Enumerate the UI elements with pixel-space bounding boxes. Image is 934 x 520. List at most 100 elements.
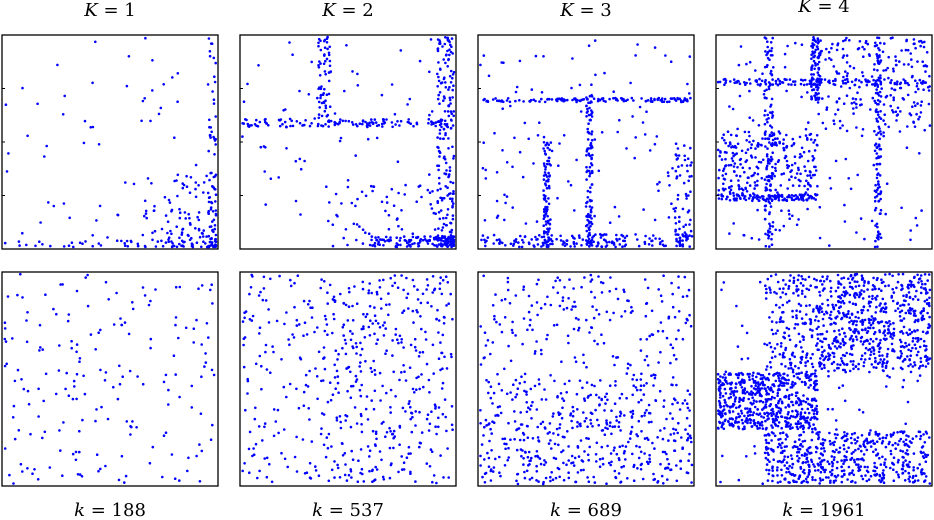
data-point <box>810 85 813 88</box>
data-point <box>671 417 674 420</box>
data-point <box>591 171 594 174</box>
data-point <box>390 432 394 436</box>
data-point <box>770 171 774 175</box>
data-point <box>578 379 582 383</box>
data-point <box>446 245 450 248</box>
data-point <box>581 238 585 241</box>
data-point <box>418 59 422 63</box>
data-point <box>324 104 328 107</box>
data-point <box>645 408 648 412</box>
data-point <box>191 245 195 249</box>
data-point <box>13 379 17 383</box>
data-point <box>577 455 581 458</box>
data-point <box>265 122 268 125</box>
data-point <box>600 131 604 134</box>
data-point <box>686 432 690 436</box>
data-point <box>543 100 547 104</box>
data-point <box>761 137 764 140</box>
data-point <box>651 441 654 445</box>
data-point <box>287 338 290 341</box>
data-point <box>851 322 855 326</box>
data-point <box>91 125 95 129</box>
data-point <box>62 202 66 205</box>
data-point <box>431 480 434 484</box>
data-point <box>598 457 602 461</box>
data-point <box>523 470 526 474</box>
data-point <box>434 407 437 410</box>
data-point <box>264 343 268 347</box>
data-point <box>445 304 448 307</box>
data-point <box>141 286 145 289</box>
data-point <box>503 218 506 222</box>
data-point <box>771 78 774 81</box>
data-point <box>285 395 288 399</box>
data-point <box>623 449 626 453</box>
data-point <box>811 427 814 431</box>
data-point <box>814 40 818 43</box>
data-point <box>766 397 770 401</box>
data-point <box>451 235 455 238</box>
data-point <box>143 294 147 297</box>
data-point <box>415 388 418 392</box>
data-point <box>452 154 456 158</box>
data-point <box>258 354 262 358</box>
data-point <box>371 322 375 325</box>
data-point <box>609 452 613 455</box>
data-point <box>144 212 148 215</box>
data-point <box>131 307 135 311</box>
data-point <box>854 335 858 339</box>
data-point <box>648 457 651 461</box>
data-point <box>449 292 453 296</box>
data-point <box>390 187 394 191</box>
data-point <box>764 78 767 82</box>
data-point <box>891 109 894 112</box>
data-point <box>743 130 747 134</box>
data-point <box>351 123 355 126</box>
data-point <box>905 146 909 149</box>
data-point <box>866 42 870 46</box>
data-point <box>404 379 408 382</box>
data-point <box>656 329 660 333</box>
data-point <box>436 308 439 312</box>
data-point <box>257 64 260 67</box>
data-point <box>295 435 298 439</box>
data-point <box>557 413 561 417</box>
data-point <box>432 474 436 477</box>
data-point <box>129 433 132 436</box>
data-point <box>907 343 911 347</box>
data-point <box>518 150 522 154</box>
data-point <box>303 159 306 163</box>
data-point <box>385 349 388 353</box>
data-point <box>403 370 406 374</box>
data-point <box>600 397 603 401</box>
data-point <box>619 410 622 414</box>
data-point <box>887 325 890 328</box>
data-point <box>630 96 634 100</box>
data-point <box>119 317 122 320</box>
data-point <box>836 43 839 47</box>
data-point <box>430 305 433 308</box>
data-point <box>719 405 723 408</box>
data-point <box>389 406 392 409</box>
data-point <box>97 331 100 335</box>
data-point <box>486 451 489 455</box>
data-point <box>774 197 777 200</box>
data-point <box>399 119 403 123</box>
data-point <box>369 319 372 323</box>
data-point <box>214 61 217 65</box>
data-point <box>559 98 562 101</box>
data-point <box>151 231 154 235</box>
data-point <box>811 372 814 376</box>
data-point <box>578 236 581 239</box>
data-point <box>589 393 592 397</box>
data-point <box>595 245 598 248</box>
data-point <box>772 420 776 423</box>
data-point <box>447 147 450 150</box>
data-point <box>449 102 452 105</box>
data-point <box>451 88 455 92</box>
data-point <box>16 368 20 372</box>
data-point <box>766 376 769 380</box>
data-point <box>795 425 799 429</box>
data-point <box>81 418 84 422</box>
data-point <box>613 469 617 473</box>
